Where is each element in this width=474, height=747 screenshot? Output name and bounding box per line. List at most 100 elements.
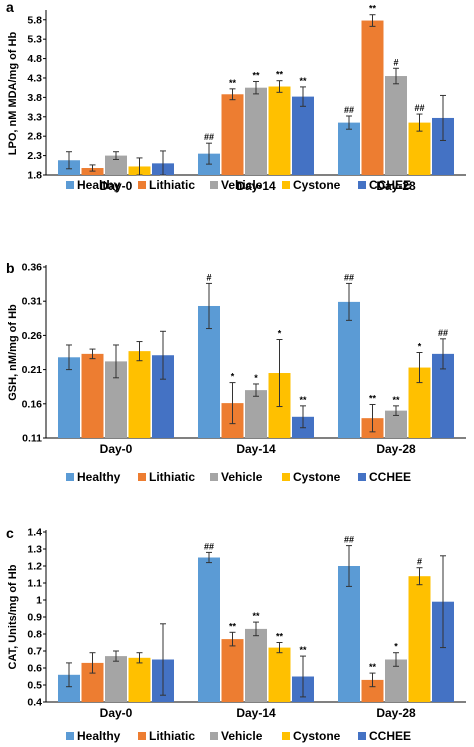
bar-lithiatic [361,20,384,175]
bar-healthy [338,122,360,175]
significance-label: ## [344,535,354,545]
y-tick-label: 4.8 [27,53,42,65]
significance-label: ** [392,395,400,405]
x-category-label: Day-28 [376,706,416,720]
y-tick-label: 1.8 [27,170,42,182]
bar-cchee [432,601,454,702]
bar-healthy [338,301,360,438]
legend-swatch-vehicle [210,732,218,740]
legend-swatch-cystone [282,181,290,189]
bar-vehicle [105,361,127,438]
x-category-label: Day-0 [100,179,133,193]
bar-lithiatic [81,662,104,702]
y-tick-label: 1.4 [27,527,42,539]
significance-label: ** [299,395,307,405]
y-tick-label: 0.26 [22,330,43,342]
legend-swatch-lithiatic [138,732,146,740]
bar-vehicle [245,87,267,175]
bar-cystone [128,351,151,438]
significance-label: * [254,373,258,383]
x-category-label: Day-14 [236,706,276,720]
bar-cystone [268,86,291,175]
bar-vehicle [385,76,407,175]
significance-label: ** [252,70,260,80]
legend-swatch-healthy [66,181,74,189]
y-tick-label: 3.8 [27,92,42,104]
panel-letter-c: c [6,525,14,541]
y-tick-label: 0.7 [27,646,42,658]
y-axis-label: GSH, nM/mg of Hb [7,304,19,401]
significance-label: ** [299,76,307,86]
y-tick-label: 4.3 [27,72,42,84]
significance-label: ## [204,541,214,551]
bar-lithiatic [361,679,384,702]
bar-healthy [58,357,80,438]
legend-swatch-vehicle [210,473,218,481]
significance-label: ** [299,645,307,655]
y-tick-label: 0.31 [22,296,43,308]
y-tick-label: 2.8 [27,131,42,143]
y-tick-label: 0.9 [27,612,42,624]
legend-swatch-vehicle [210,181,218,189]
significance-label: ## [438,328,448,338]
y-tick-label: 1.1 [27,578,42,590]
legend-label-vehicle: Vehicle [221,470,263,484]
legend-swatch-healthy [66,473,74,481]
significance-label: ** [369,393,377,403]
significance-label: ** [369,4,377,14]
y-tick-label: 0.4 [27,697,42,709]
bar-lithiatic [221,639,244,702]
x-category-label: Day-28 [376,442,416,456]
significance-label: # [206,272,211,282]
significance-label: ** [276,632,284,642]
legend-label-healthy: Healthy [77,470,121,484]
legend-label-vehicle: Vehicle [221,729,263,743]
y-axis-label: CAT, Units/mg of Hb [7,564,19,669]
y-tick-label: 1 [36,595,42,607]
legend-label-lithiatic: Lithiatic [149,178,195,192]
panel-letter-b: b [6,260,15,276]
legend-swatch-cchee [358,473,366,481]
y-tick-label: 0.16 [22,398,43,410]
legend-label-cchee: CCHEE [369,178,411,192]
y-tick-label: 0.6 [27,663,42,675]
legend-label-lithiatic: Lithiatic [149,470,195,484]
significance-label: * [231,372,235,382]
y-axis-label: LPO, nM MDA/mg of Hb [7,32,19,156]
bar-lithiatic [81,353,104,438]
significance-label: # [393,57,398,67]
y-tick-label: 0.11 [22,433,42,445]
significance-label: * [394,642,398,652]
legend-swatch-cchee [358,181,366,189]
x-category-label: Day-0 [100,442,133,456]
bar-cystone [128,657,151,702]
significance-label: ## [414,103,424,113]
bar-healthy [198,305,220,438]
legend-swatch-lithiatic [138,181,146,189]
bar-cystone [408,576,431,702]
legend-label-healthy: Healthy [77,729,121,743]
significance-label: ## [344,105,354,115]
legend-swatch-cchee [358,732,366,740]
legend-label-vehicle: Vehicle [221,178,263,192]
bar-cchee [432,117,454,175]
bar-lithiatic [221,94,244,175]
y-tick-label: 5.3 [27,34,42,46]
bar-cystone [408,122,431,175]
y-tick-label: 1.2 [27,561,42,573]
significance-label: ** [369,662,377,672]
x-category-label: Day-14 [236,442,276,456]
legend-swatch-cystone [282,473,290,481]
significance-label: ** [252,611,260,621]
legend-swatch-cystone [282,732,290,740]
y-tick-label: 5.8 [27,14,42,26]
bar-healthy [58,674,80,702]
bar-vehicle [105,155,127,175]
x-category-label: Day-28 [376,179,416,193]
significance-label: ** [229,621,237,631]
bar-cystone [408,367,431,438]
bar-vehicle [245,628,267,702]
bar-cchee [292,96,314,175]
y-tick-label: 3.3 [27,111,42,123]
